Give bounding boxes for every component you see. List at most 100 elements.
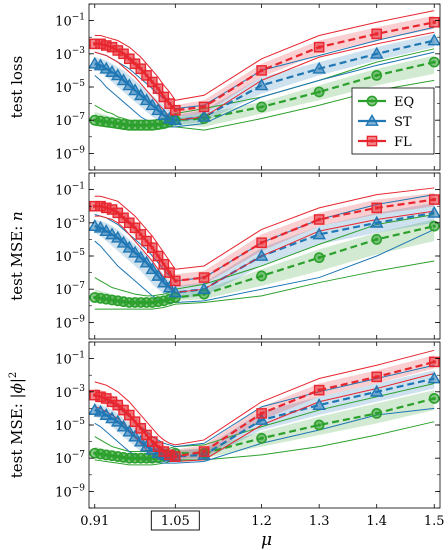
point-st	[369, 215, 384, 228]
point-st	[145, 98, 160, 111]
point-fl-core	[98, 204, 103, 208]
point-fl-core	[173, 279, 177, 283]
point-fl-core	[317, 388, 321, 392]
point-fl-core	[133, 420, 137, 424]
min-line-fl	[94, 210, 435, 294]
plot-area-2	[89, 187, 440, 310]
y-axis-label: test loss	[8, 56, 26, 119]
point-st	[197, 109, 211, 122]
y-tick-label: 10−3	[55, 46, 85, 63]
point-st	[122, 78, 137, 91]
point-fl-core	[139, 232, 143, 237]
point-st	[151, 103, 165, 116]
band-eq	[94, 219, 435, 306]
point-fl-core	[173, 108, 177, 112]
point-fl-core	[116, 403, 120, 407]
point-fl-core	[317, 217, 321, 222]
y-tick-label: 10−5	[55, 248, 85, 265]
point-fl-core	[104, 43, 108, 48]
point-fl-core	[110, 45, 114, 49]
point-fl-core	[162, 449, 166, 454]
y-tick-label: 10−9	[55, 145, 85, 162]
x-tick-label: 1.2	[251, 514, 272, 529]
point-st	[122, 240, 137, 253]
x-tick-label: 1.4	[366, 514, 387, 529]
y-tick-label: 10−9	[55, 483, 85, 500]
point-eq-core	[432, 60, 436, 64]
point-fl-core	[202, 105, 206, 109]
point-st	[139, 93, 154, 106]
point-st	[128, 429, 142, 442]
point-fl-core	[144, 239, 149, 243]
point-eq-core	[317, 256, 321, 260]
point-fl-core	[202, 449, 206, 454]
point-st	[116, 73, 131, 86]
point-fl-core	[104, 206, 108, 210]
point-fl-core	[144, 73, 149, 77]
x-tick-label: 0.91	[80, 514, 109, 529]
point-fl-core	[150, 80, 154, 84]
point-st	[110, 414, 125, 427]
point-fl-core	[110, 207, 114, 212]
y-tick-label: 10−7	[55, 112, 85, 129]
point-fl-core	[167, 271, 172, 275]
point-fl-core	[162, 262, 166, 266]
point-fl-core	[167, 102, 172, 106]
point-fl-core	[116, 48, 120, 53]
markers-eq	[89, 220, 440, 308]
max-line-fl	[94, 10, 435, 101]
point-st	[254, 78, 269, 91]
plot-area-3	[89, 349, 440, 466]
point-st	[116, 419, 131, 432]
point-st	[254, 413, 269, 425]
point-fl-core	[317, 45, 321, 49]
point-st	[369, 384, 384, 397]
point-fl-core	[133, 226, 137, 230]
point-st	[156, 275, 171, 288]
point-st	[197, 282, 211, 295]
x-axis-label: μ	[261, 530, 272, 550]
point-st	[133, 434, 148, 447]
panel-1: 10−9 10−7 10−5 10−3 10−1 test loss EQ ST FL	[8, 3, 441, 171]
point-fl-core	[98, 42, 103, 46]
legend-marker-eq-core	[370, 99, 374, 103]
point-st	[122, 424, 137, 437]
point-fl-core	[121, 52, 126, 56]
band-fl	[94, 355, 435, 460]
markers-st	[89, 33, 440, 126]
point-fl-core	[150, 440, 154, 444]
point-fl-core	[150, 246, 154, 250]
point-st	[133, 250, 148, 263]
point-fl-core	[93, 204, 97, 208]
point-fl-core	[139, 67, 143, 71]
point-fl-core	[156, 254, 160, 258]
point-fl-core	[93, 42, 97, 46]
x-tick-label: 1.05	[161, 514, 190, 529]
point-fl-core	[432, 360, 436, 364]
max-line-eq	[94, 214, 435, 297]
point-eq-core	[317, 90, 321, 94]
point-st	[110, 68, 125, 81]
y-tick-label: 10−7	[55, 281, 85, 298]
point-fl-core	[110, 400, 114, 404]
point-fl-core	[98, 395, 103, 399]
point-fl-core	[375, 375, 379, 379]
point-eq-core	[317, 423, 321, 427]
legend-label-fl: FL	[394, 135, 412, 150]
y-tick-label: 10−9	[55, 314, 85, 331]
point-eq-core	[375, 411, 379, 415]
point-fl-core	[156, 444, 160, 449]
point-st	[151, 268, 165, 281]
point-fl-core	[432, 20, 436, 24]
point-fl-core	[162, 95, 166, 99]
point-fl-core	[260, 411, 264, 415]
point-fl-core	[260, 68, 264, 72]
point-st	[427, 371, 440, 384]
point-fl-core	[167, 453, 172, 457]
markers-st	[89, 205, 440, 298]
point-fl-core	[156, 87, 160, 91]
point-fl-core	[121, 216, 126, 220]
point-eq-core	[260, 274, 264, 278]
min-line-eq	[94, 421, 435, 466]
